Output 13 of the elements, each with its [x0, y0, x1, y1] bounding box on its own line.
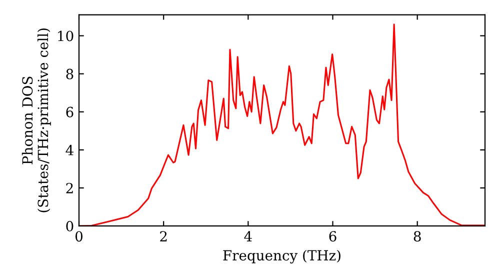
x-tick-label: 2	[160, 231, 167, 242]
y-tick-label: 4	[66, 144, 74, 156]
x-tick-label: 4	[244, 231, 252, 242]
y-axis-title: Phonon DOS (States/THz·primitive cell)	[22, 28, 51, 212]
y-tick-label: 0	[66, 220, 74, 232]
x-tick-label: 0	[75, 231, 82, 242]
y-tick-label: 6	[66, 106, 74, 118]
y-tick-label: 8	[66, 68, 74, 80]
y-tick-label: 2	[66, 182, 73, 194]
y-tick-label: 10	[58, 30, 74, 42]
x-tick-label: 6	[329, 231, 336, 242]
x-axis-title: Frequency (THz)	[223, 250, 340, 264]
x-tick-label: 8	[414, 231, 421, 242]
